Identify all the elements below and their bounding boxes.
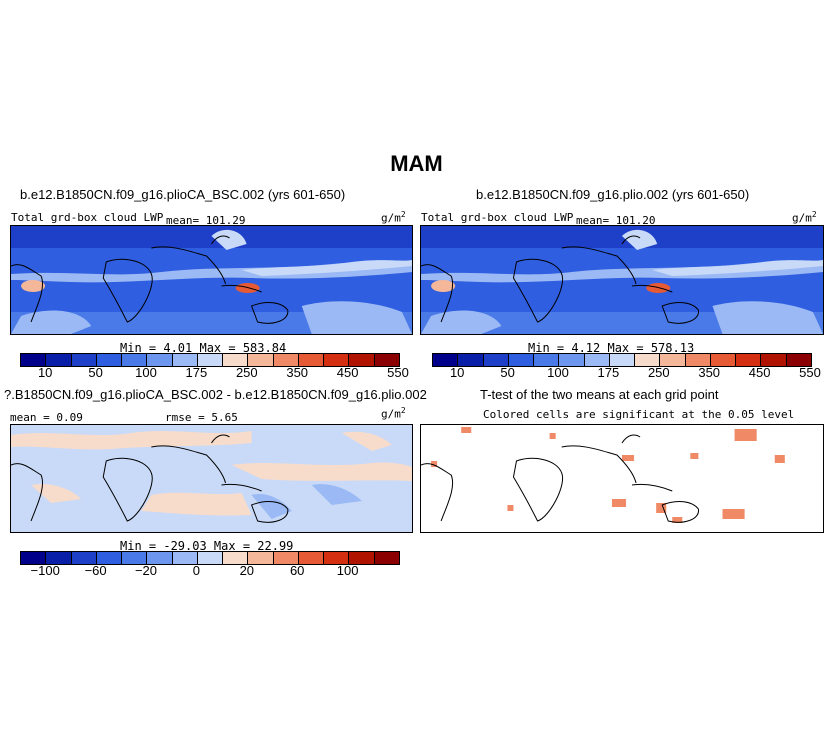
- colorbar-tick-label: 100: [547, 365, 569, 380]
- colorbar-swatch: [247, 552, 273, 564]
- colorbar-tick-label: 60: [289, 563, 305, 578]
- colorbar-tick-label: 175: [185, 365, 208, 380]
- colorbar-tick-label: 450: [336, 365, 359, 380]
- colorbar-tick-label: 50: [500, 365, 515, 380]
- colorbar-top-right: [432, 353, 812, 367]
- colorbar-swatch: [659, 354, 685, 366]
- minmax-top-left: Min = 4.01 Max = 583.84: [120, 341, 287, 355]
- mean-label-bottom-left: mean = 0.09: [10, 411, 83, 424]
- colorbar-tick-label: 0: [192, 563, 201, 578]
- colorbar-swatch: [373, 354, 399, 366]
- colorbar-bottom-left: [20, 551, 400, 565]
- colorbar-tick-label: 100: [135, 365, 157, 380]
- map-bottom-right: [420, 424, 824, 533]
- colorbar-swatch: [146, 354, 172, 366]
- colorbar-swatch: [45, 354, 71, 366]
- rmse-label-bottom-left: rmse = 5.65: [165, 411, 238, 424]
- units-top-left: g/m2: [381, 210, 406, 225]
- map-bottom-left: [10, 424, 413, 533]
- colorbar-swatch: [709, 354, 736, 366]
- colorbar-swatch: [348, 354, 374, 366]
- colorbar-swatch: [121, 354, 147, 366]
- colorbar-swatch: [323, 354, 349, 366]
- panel-title-bottom-right: T-test of the two means at each grid poi…: [480, 387, 719, 402]
- colorbar-labels-bottom-left: −100 −60 −20 0 20 60 100: [20, 563, 398, 579]
- colorbar-swatch: [171, 354, 197, 366]
- colorbar-labels-top-right: 10 50 100 175 250 350 450 550: [432, 365, 821, 381]
- colorbar-swatch: [608, 354, 635, 366]
- colorbar-swatch: [247, 354, 273, 366]
- mean-label-top-right: mean= 101.20: [576, 214, 656, 227]
- colorbar-swatch: [45, 552, 71, 564]
- minmax-bottom-left: Min = -29.03 Max = 22.99: [120, 539, 294, 553]
- colorbar-tick-label: 450: [748, 365, 771, 380]
- colorbar-swatch: [507, 354, 534, 366]
- colorbar-tick-label: 250: [235, 365, 258, 380]
- colorbar-swatch: [297, 552, 324, 564]
- colorbar-tick-label: −60: [84, 563, 107, 578]
- colorbar-swatch: [583, 354, 609, 366]
- colorbar-tick-label: 50: [88, 365, 103, 380]
- colorbar-swatch: [760, 354, 786, 366]
- colorbar-swatch: [70, 354, 96, 366]
- panel-title-bottom-left: ?.B1850CN.f09_g16.plioCA_BSC.002 - b.e12…: [4, 387, 427, 402]
- colorbar-swatch: [21, 354, 46, 366]
- colorbar-top-left: [20, 353, 400, 367]
- field-label-top-right: Total grd-box cloud LWP: [421, 211, 574, 224]
- colorbar-swatch: [457, 354, 483, 366]
- colorbar-swatch: [196, 552, 223, 564]
- colorbar-swatch: [373, 552, 399, 564]
- colorbar-swatch: [634, 354, 660, 366]
- colorbar-swatch: [95, 552, 122, 564]
- colorbar-tick-label: 20: [239, 563, 255, 578]
- colorbar-swatch: [70, 552, 96, 564]
- colorbar-tick-label: −100: [30, 563, 60, 578]
- units-top-right: g/m2: [792, 210, 817, 225]
- colorbar-swatch: [146, 552, 172, 564]
- colorbar-swatch: [171, 552, 197, 564]
- colorbar-swatch: [95, 354, 122, 366]
- colorbar-swatch: [323, 552, 349, 564]
- subtitle-bottom-right: Colored cells are significant at the 0.0…: [483, 408, 795, 421]
- colorbar-swatch: [785, 354, 811, 366]
- figure-title: MAM: [390, 151, 443, 176]
- colorbar-tick-label: 350: [286, 365, 309, 380]
- panel-title-top-left: b.e12.B1850CN.f09_g16.plioCA_BSC.002 (yr…: [20, 187, 346, 202]
- map-top-left: [10, 225, 413, 335]
- colorbar-labels-top-left: 10 50 100 175 250 350 450 550: [20, 365, 409, 381]
- colorbar-swatch: [482, 354, 508, 366]
- colorbar-swatch: [348, 552, 374, 564]
- field-label-top-left: Total grd-box cloud LWP: [11, 211, 164, 224]
- colorbar-swatch: [272, 552, 298, 564]
- colorbar-swatch: [297, 354, 324, 366]
- colorbar-swatch: [558, 354, 584, 366]
- colorbar-swatch: [533, 354, 559, 366]
- colorbar-swatch: [222, 552, 248, 564]
- minmax-top-right: Min = 4.12 Max = 578.13: [528, 341, 695, 355]
- colorbar-swatch: [684, 354, 710, 366]
- panel-title-top-right: b.e12.B1850CN.f09_g16.plio.002 (yrs 601-…: [476, 187, 750, 202]
- map-top-right: [420, 225, 824, 335]
- colorbar-swatch: [21, 552, 46, 564]
- colorbar-tick-label: 10: [37, 365, 53, 380]
- colorbar-swatch: [196, 354, 223, 366]
- colorbar-swatch: [121, 552, 147, 564]
- colorbar-swatch: [272, 354, 298, 366]
- colorbar-tick-label: 350: [698, 365, 721, 380]
- mean-label-top-left: mean= 101.29: [166, 214, 246, 227]
- units-bottom-left: g/m2: [381, 406, 406, 421]
- colorbar-tick-label: 175: [597, 365, 620, 380]
- colorbar-tick-label: −20: [134, 563, 158, 578]
- colorbar-tick-label: 550: [799, 365, 821, 380]
- colorbar-swatch: [222, 354, 248, 366]
- colorbar-tick-label: 10: [449, 365, 465, 380]
- colorbar-tick-label: 100: [336, 563, 359, 578]
- colorbar-swatch: [735, 354, 761, 366]
- colorbar-tick-label: 550: [387, 365, 409, 380]
- colorbar-tick-label: 250: [647, 365, 670, 380]
- colorbar-swatch: [433, 354, 458, 366]
